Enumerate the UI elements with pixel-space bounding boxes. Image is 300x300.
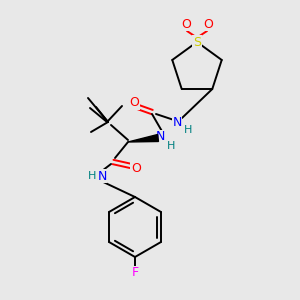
Text: S: S <box>193 35 201 49</box>
Text: N: N <box>155 130 165 143</box>
Text: H: H <box>184 125 192 135</box>
Text: O: O <box>131 161 141 175</box>
Polygon shape <box>128 134 158 142</box>
Text: H: H <box>167 141 175 151</box>
Text: H: H <box>88 171 96 181</box>
Text: N: N <box>172 116 182 128</box>
Text: O: O <box>203 17 213 31</box>
Text: F: F <box>131 266 139 280</box>
Text: O: O <box>181 17 191 31</box>
Text: N: N <box>97 169 107 182</box>
Text: O: O <box>129 97 139 110</box>
